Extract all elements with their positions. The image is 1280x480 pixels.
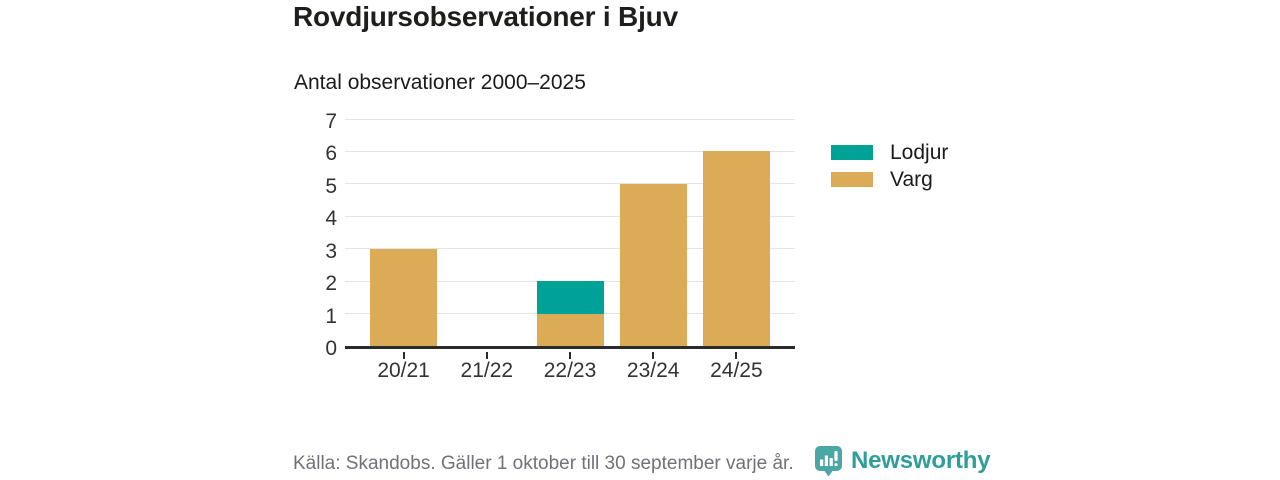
y-axis-tick-label: 5 [325,174,337,198]
bar-segment-lodjur [536,281,604,314]
bar-segment-varg [370,248,438,346]
legend-item-lodjur: Lodjur [831,141,949,164]
newsworthy-logo: Newsworthy [814,444,991,477]
x-axis-tick [402,352,405,359]
y-axis-tick-label: 7 [325,110,337,133]
x-axis-tick [652,352,655,359]
x-axis-tick [735,352,738,359]
newsworthy-wordmark: Newsworthy [851,446,991,474]
legend-item-varg: Varg [831,168,948,191]
y-axis-tick-label: 4 [325,207,337,231]
bar-segment-varg [702,151,770,346]
x-axis-tick [569,352,571,359]
x-axis-tick-label: 21/22 [460,359,514,382]
gridline [345,248,795,250]
x-axis-ticks [345,352,795,360]
bar-segment-varg [619,183,687,346]
y-axis-labels: 0 1 2 3 4 5 6 7 [270,111,337,360]
gridline [345,215,795,217]
legend-label: Varg [890,168,933,191]
x-axis-tick [485,352,488,359]
plot-area [345,118,795,349]
gridline [345,183,795,185]
chart-subtitle: Antal observationer 2000–2025 [294,71,586,94]
y-axis-tick-label: 3 [325,239,337,263]
legend-swatch [831,145,873,160]
gridline [345,118,795,120]
x-axis-tick-label: 24/25 [710,359,763,382]
x-axis-tick-label: 20/21 [377,359,430,382]
y-axis-tick-label: 1 [325,304,337,328]
x-axis-tick-label: 23/24 [626,359,680,382]
y-axis-tick-label: 6 [325,142,337,166]
x-axis-labels: 20/21 21/22 22/23 23/24 24/25 [345,359,795,385]
newsworthy-speech-bubble-bar-chart-icon [815,445,842,476]
legend-swatch [831,172,873,187]
source-text: Källa: Skandobs. Gäller 1 oktober till 3… [293,453,794,474]
x-axis-tick-label: 22/23 [543,359,597,382]
legend: Lodjur Varg [831,141,949,191]
chart-title: Rovdjursobservationer i Bjuv [293,1,678,32]
y-axis-tick-label: 2 [325,272,337,296]
bar-segment-varg [536,313,604,346]
gridline [345,150,795,152]
legend-label: Lodjur [890,141,949,164]
y-axis-tick-label: 0 [325,337,337,360]
